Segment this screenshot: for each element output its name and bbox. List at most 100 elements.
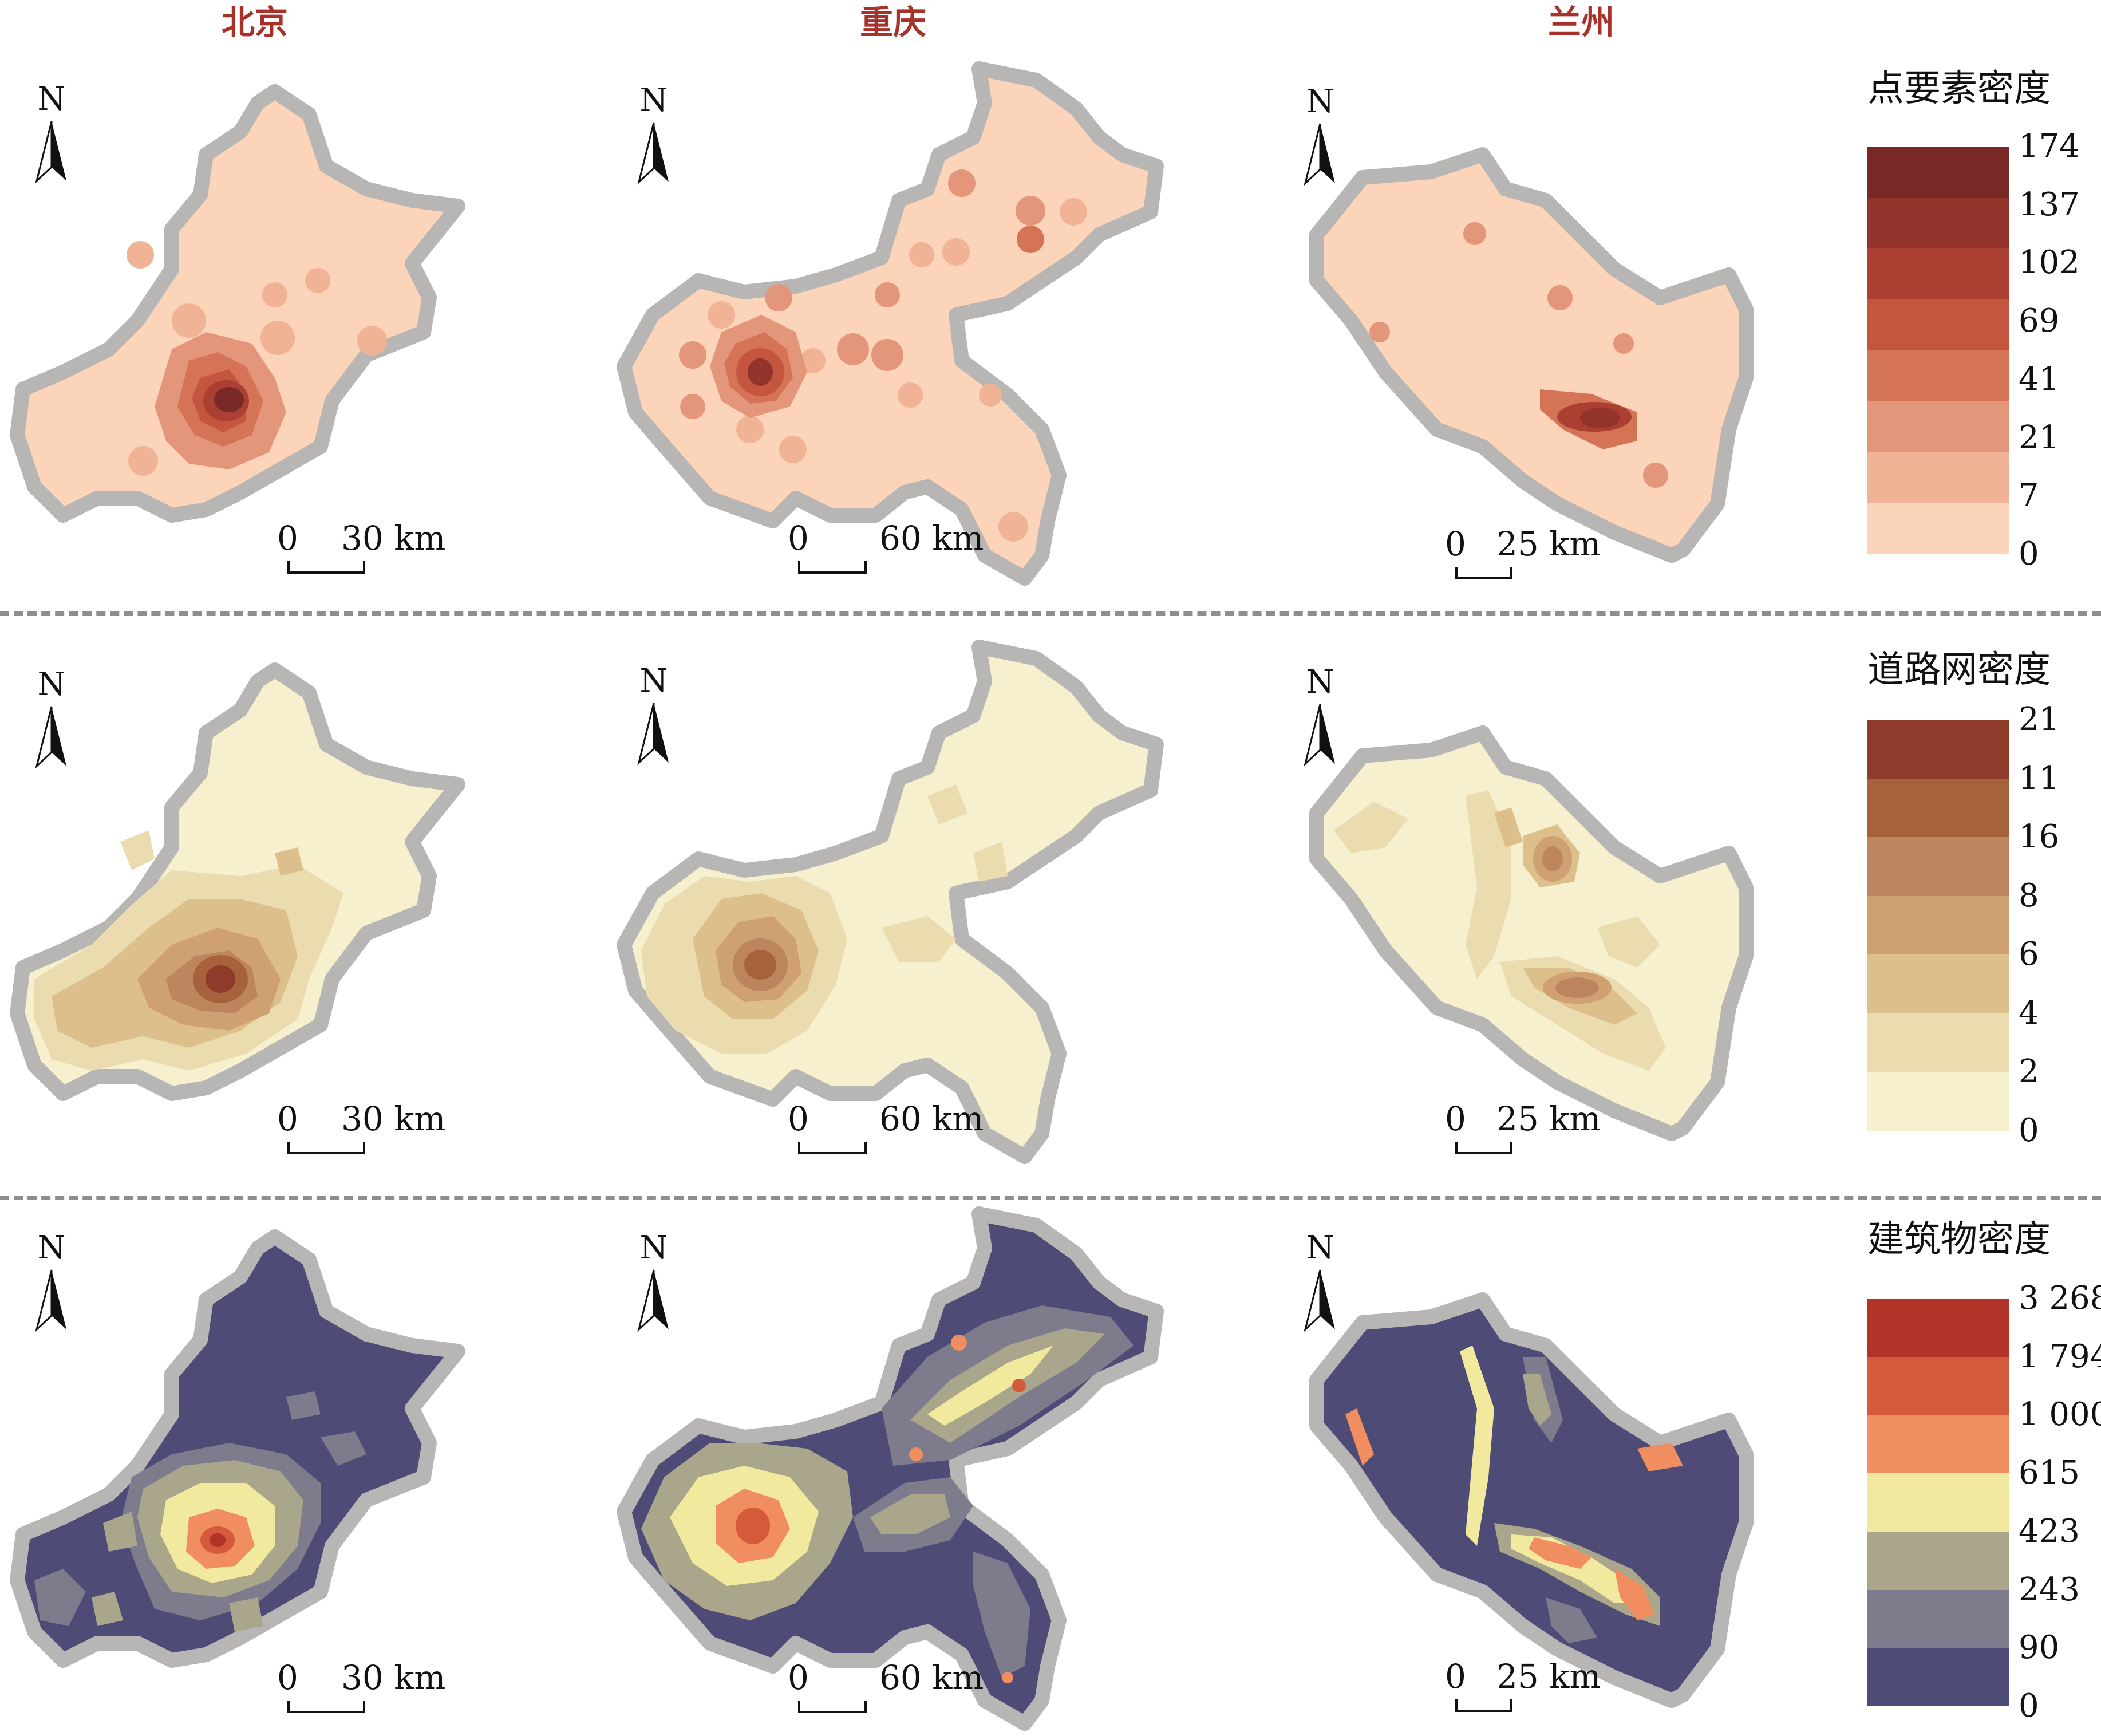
legend-title: 建筑物密度 — [1867, 1218, 2051, 1261]
legend-break-label: 615 — [2019, 1454, 2080, 1492]
legend-break-label: 21 — [2019, 701, 2060, 738]
north-arrow-icon — [35, 706, 66, 769]
north-arrow: N — [631, 85, 677, 188]
lanzhou-point-hotspots — [1369, 222, 1668, 488]
chongqing-road-density-zones — [641, 784, 1008, 1054]
legend-swatch — [1867, 1531, 2009, 1590]
scale-zero-label: 0 — [277, 1658, 298, 1697]
legend-swatch — [1867, 1356, 2009, 1415]
scale-distance-label: 25 km — [1496, 524, 1601, 563]
scale-distance-label: 30 km — [341, 519, 446, 558]
north-arrow-icon — [637, 1269, 669, 1332]
legend-road-density: 道路网密度 21 11 16 8 6 4 2 0 — [1867, 649, 2096, 1147]
north-label: N — [1306, 664, 1334, 701]
north-arrow: N — [1297, 86, 1343, 189]
legend-swatch — [1867, 1473, 2009, 1532]
legend-swatch — [1867, 1299, 2009, 1357]
row-divider-2 — [0, 1196, 2101, 1200]
legend-swatch — [1867, 299, 2009, 350]
lanzhou-road-density-map — [1309, 725, 1754, 1141]
north-arrow: N — [29, 1232, 74, 1335]
legend-point-density: 点要素密度 174 137 102 69 41 21 7 0 — [1867, 69, 2096, 570]
legend-break-label: 3 268 — [2019, 1280, 2101, 1317]
legend-swatch — [1867, 837, 2009, 896]
map-panel-beijing-building-density: N 0 30 km — [0, 1225, 492, 1729]
legend-break-label: 7 — [2019, 477, 2039, 515]
chongqing-building-zones — [641, 1305, 1134, 1683]
legend-swatches — [1867, 720, 2009, 1131]
legend-swatch — [1867, 198, 2009, 248]
chongqing-road-density-map — [617, 640, 1164, 1164]
north-arrow-icon — [1304, 123, 1335, 186]
legend-swatch — [1867, 1589, 2009, 1648]
lanzhou-building-density-map — [1309, 1292, 1754, 1708]
beijing-point-density-map — [10, 84, 465, 523]
map-panel-chongqing-point-density: N 0 60 km — [607, 61, 1179, 595]
legend-swatch — [1867, 1013, 2009, 1072]
north-arrow-icon — [35, 1269, 66, 1332]
legend-swatch — [1867, 1648, 2009, 1706]
scale-zero-label: 0 — [277, 519, 298, 558]
legend-swatch — [1867, 503, 2009, 554]
north-label: N — [639, 82, 668, 119]
lanzhou-point-density-map — [1309, 147, 1754, 563]
legend-break-label: 11 — [2019, 759, 2060, 797]
legend-break-label: 16 — [2019, 818, 2060, 856]
chongqing-point-hotspots — [679, 169, 1087, 542]
legend-swatch — [1867, 401, 2009, 452]
legend-swatch — [1867, 248, 2009, 299]
legend-break-label: 41 — [2019, 360, 2060, 398]
north-arrow: N — [1297, 1232, 1343, 1335]
lanzhou-road-density-zones — [1334, 790, 1666, 1071]
north-arrow: N — [631, 1232, 677, 1335]
legend-break-label: 174 — [2019, 128, 2080, 165]
map-panel-lanzhou-road-density: N 0 25 km — [1294, 658, 1786, 1174]
beijing-road-density-zones — [34, 830, 343, 1071]
north-label: N — [37, 1229, 66, 1267]
legend-building-density: 建筑物密度 3 268 1 794 1 000 615 423 243 90 0 — [1867, 1218, 2101, 1725]
north-arrow-icon — [637, 122, 669, 185]
column-title-chongqing: 重庆 — [859, 3, 927, 42]
scale-zero-label: 0 — [788, 1658, 809, 1697]
legend-swatch — [1867, 1072, 2009, 1131]
north-label: N — [37, 666, 66, 703]
scale-bar: 0 30 km — [277, 519, 445, 578]
scale-zero-label: 0 — [277, 1099, 298, 1138]
scale-bar: 0 30 km — [277, 1099, 445, 1159]
beijing-point-hotspots — [127, 241, 387, 476]
north-arrow: N — [1297, 666, 1343, 770]
legend-break-label: 8 — [2019, 877, 2039, 914]
map-panel-lanzhou-point-density: N 0 25 km — [1294, 80, 1786, 595]
map-panel-beijing-point-density: N 0 30 km — [0, 80, 492, 595]
north-arrow: N — [29, 84, 74, 187]
legend-break-label: 1 794 — [2019, 1337, 2101, 1375]
north-arrow-icon — [1304, 1269, 1335, 1332]
column-title-beijing: 北京 — [221, 3, 289, 42]
north-arrow: N — [29, 669, 74, 772]
legend-swatches — [1867, 147, 2009, 554]
legend-break-label: 0 — [2019, 535, 2039, 573]
legend-break-label: 0 — [2019, 1687, 2039, 1725]
scale-bar: 0 25 km — [1445, 1659, 1601, 1717]
legend-swatch — [1867, 778, 2009, 838]
scale-bar: 0 60 km — [788, 521, 984, 578]
column-title-lanzhou: 兰州 — [1547, 3, 1615, 42]
scale-bar: 0 25 km — [1445, 527, 1601, 584]
legend-break-label: 1 000 — [2019, 1396, 2101, 1434]
legend-swatches — [1867, 1299, 2009, 1706]
legend-break-label: 243 — [2019, 1571, 2080, 1608]
scale-distance-label: 30 km — [341, 1099, 446, 1138]
legend-title: 道路网密度 — [1867, 649, 2051, 691]
legend-swatch — [1867, 954, 2009, 1013]
beijing-boundary — [10, 84, 465, 523]
legend-break-label: 69 — [2019, 302, 2060, 340]
north-label: N — [639, 1229, 668, 1267]
scale-zero-label: 0 — [788, 1099, 809, 1138]
north-arrow-icon — [1304, 704, 1335, 767]
scale-bar: 0 60 km — [788, 1658, 984, 1718]
scale-distance-label: 60 km — [879, 1099, 984, 1138]
beijing-road-density-map — [10, 662, 465, 1101]
legend-swatch — [1867, 147, 2009, 198]
scale-bar: 0 25 km — [1445, 1102, 1601, 1159]
north-label: N — [1306, 83, 1334, 120]
